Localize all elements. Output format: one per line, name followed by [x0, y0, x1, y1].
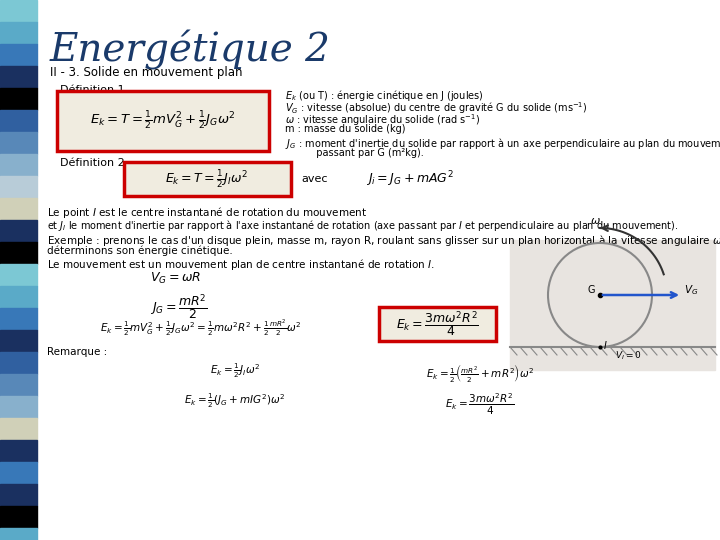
FancyBboxPatch shape: [379, 307, 496, 341]
Text: $J_G = \dfrac{mR^2}{2}$: $J_G = \dfrac{mR^2}{2}$: [150, 292, 208, 321]
Bar: [0, 44, 37, 66]
Text: $E_k$ (ou T) : énergie cinétique en J (joules): $E_k$ (ou T) : énergie cinétique en J (j…: [285, 88, 484, 103]
Text: $V_G = \omega R$: $V_G = \omega R$: [150, 271, 201, 286]
Text: $E_k = \frac{1}{2}J_I\omega^2$: $E_k = \frac{1}{2}J_I\omega^2$: [210, 362, 260, 381]
Bar: [0, 352, 37, 374]
FancyBboxPatch shape: [57, 91, 269, 151]
Bar: [0, 154, 37, 176]
Bar: [0, 330, 37, 352]
Text: $E_k = \frac{1}{2}\left(\frac{mR^2}{2} + mR^2\right)\omega^2$: $E_k = \frac{1}{2}\left(\frac{mR^2}{2} +…: [426, 362, 534, 384]
Text: m : masse du solide (kg): m : masse du solide (kg): [285, 124, 405, 134]
Bar: [0, 88, 37, 110]
Text: Energétique 2: Energétique 2: [50, 30, 331, 70]
Text: $E_k = \frac{1}{2}mV_G^2 + \frac{1}{2}J_G\omega^2 = \frac{1}{2}m\omega^2R^2 + \f: $E_k = \frac{1}{2}mV_G^2 + \frac{1}{2}J_…: [100, 318, 302, 338]
Text: $\omega$: $\omega$: [590, 216, 600, 226]
Bar: [0, 66, 37, 88]
Text: $J_i = J_G + mAG^2$: $J_i = J_G + mAG^2$: [366, 169, 454, 189]
Bar: [0, 132, 37, 154]
Bar: [0, 440, 37, 462]
Bar: [0, 0, 37, 22]
Text: Définition 2: Définition 2: [60, 158, 125, 168]
Text: Le point $\mathit{I}$ est le centre instantané de rotation du mouvement: Le point $\mathit{I}$ est le centre inst…: [47, 205, 367, 220]
Bar: [0, 264, 37, 286]
Bar: [0, 506, 37, 528]
Text: et $J_I$ le moment d'inertie par rapport à l'axe instantané de rotation (axe pas: et $J_I$ le moment d'inertie par rapport…: [47, 218, 678, 233]
Bar: [0, 198, 37, 220]
Text: Exemple : prenons le cas d'un disque plein, masse m, rayon R, roulant sans gliss: Exemple : prenons le cas d'un disque ple…: [47, 233, 720, 248]
Bar: [0, 374, 37, 396]
Text: $E_k = \frac{1}{2}(J_G + mIG^2)\omega^2$: $E_k = \frac{1}{2}(J_G + mIG^2)\omega^2$: [184, 392, 286, 410]
Bar: [0, 484, 37, 506]
Bar: [510, 240, 715, 370]
Text: $V_I = 0$: $V_I = 0$: [615, 350, 642, 362]
Text: $J_G$ : moment d'inertie du solide par rapport à un axe perpendiculaire au plan : $J_G$ : moment d'inertie du solide par r…: [285, 136, 720, 151]
Text: $E_k = T = \frac{1}{2}J_I\omega^2$: $E_k = T = \frac{1}{2}J_I\omega^2$: [166, 168, 248, 190]
Text: avec: avec: [302, 174, 328, 184]
Bar: [0, 528, 37, 540]
Bar: [0, 22, 37, 44]
Text: G: G: [588, 285, 595, 295]
FancyBboxPatch shape: [124, 162, 291, 196]
Text: $\omega$ : vitesse angulaire du solide (rad s$^{-1}$): $\omega$ : vitesse angulaire du solide (…: [285, 112, 480, 128]
Text: $V_G$ : vitesse (absolue) du centre de gravité G du solide (ms$^{-1}$): $V_G$ : vitesse (absolue) du centre de g…: [285, 100, 588, 116]
Bar: [0, 396, 37, 418]
Text: $I$: $I$: [603, 339, 608, 351]
Text: II - 3. Solide en mouvement plan: II - 3. Solide en mouvement plan: [50, 66, 243, 79]
Text: Remarque :: Remarque :: [47, 347, 107, 357]
Text: $E_k = T = \frac{1}{2}mV_G^2 + \frac{1}{2}J_G\omega^2$: $E_k = T = \frac{1}{2}mV_G^2 + \frac{1}{…: [90, 110, 236, 132]
Bar: [0, 220, 37, 242]
Text: $V_G$: $V_G$: [684, 283, 698, 297]
Text: Définition 1: Définition 1: [60, 85, 125, 95]
Text: passant par G (m²kg).: passant par G (m²kg).: [285, 148, 424, 158]
Bar: [0, 176, 37, 198]
Bar: [0, 462, 37, 484]
Text: Le mouvement est un mouvement plan de centre instantané de rotation $\mathit{I}$: Le mouvement est un mouvement plan de ce…: [47, 257, 435, 272]
Text: $E_k = \dfrac{3m\omega^2R^2}{4}$: $E_k = \dfrac{3m\omega^2R^2}{4}$: [445, 392, 515, 417]
Bar: [0, 308, 37, 330]
Text: $E_k = \dfrac{3m\omega^2R^2}{4}$: $E_k = \dfrac{3m\omega^2R^2}{4}$: [395, 309, 479, 339]
Text: déterminons son énergie cinétique.: déterminons son énergie cinétique.: [47, 245, 233, 255]
Bar: [0, 110, 37, 132]
Bar: [0, 286, 37, 308]
Bar: [0, 242, 37, 264]
Bar: [0, 418, 37, 440]
